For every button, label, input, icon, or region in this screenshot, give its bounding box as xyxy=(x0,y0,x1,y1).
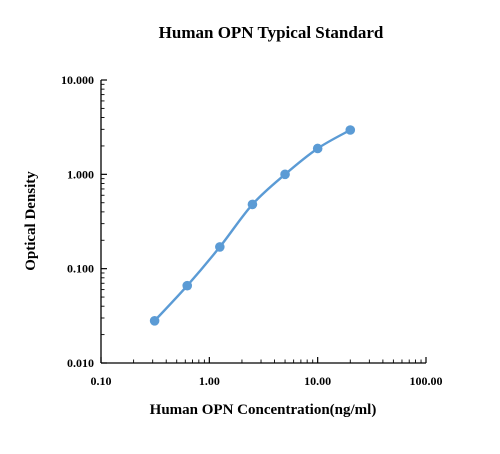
data-point xyxy=(215,242,225,252)
x-axis-label: Human OPN Concentration(ng/ml) xyxy=(150,402,377,418)
data-point xyxy=(182,280,193,291)
x-tick-label: 10.00 xyxy=(304,374,331,388)
y-axis-label: Optical Density xyxy=(23,171,39,271)
y-tick-label: 10.000 xyxy=(61,73,94,87)
data-point xyxy=(149,316,160,326)
data-point xyxy=(247,199,258,210)
plot-area xyxy=(149,125,356,326)
y-tick-label: 0.010 xyxy=(67,356,94,370)
series-line xyxy=(153,128,352,323)
data-point xyxy=(312,143,323,154)
x-tick-label: 0.10 xyxy=(91,374,112,388)
x-tick-label: 1.00 xyxy=(199,374,220,388)
y-tick-label: 1.000 xyxy=(67,167,94,181)
data-point xyxy=(280,169,290,180)
y-tick-label: 0.100 xyxy=(67,262,94,276)
data-point xyxy=(345,125,356,135)
axes xyxy=(100,80,426,364)
ticks: 0.10 1.00 10.00 100.00 0.010 0.100 1.000 10.000 xyxy=(61,73,443,388)
chart-title: Human OPN Typical Standard xyxy=(159,23,384,42)
x-tick-label: 100.00 xyxy=(410,374,443,388)
